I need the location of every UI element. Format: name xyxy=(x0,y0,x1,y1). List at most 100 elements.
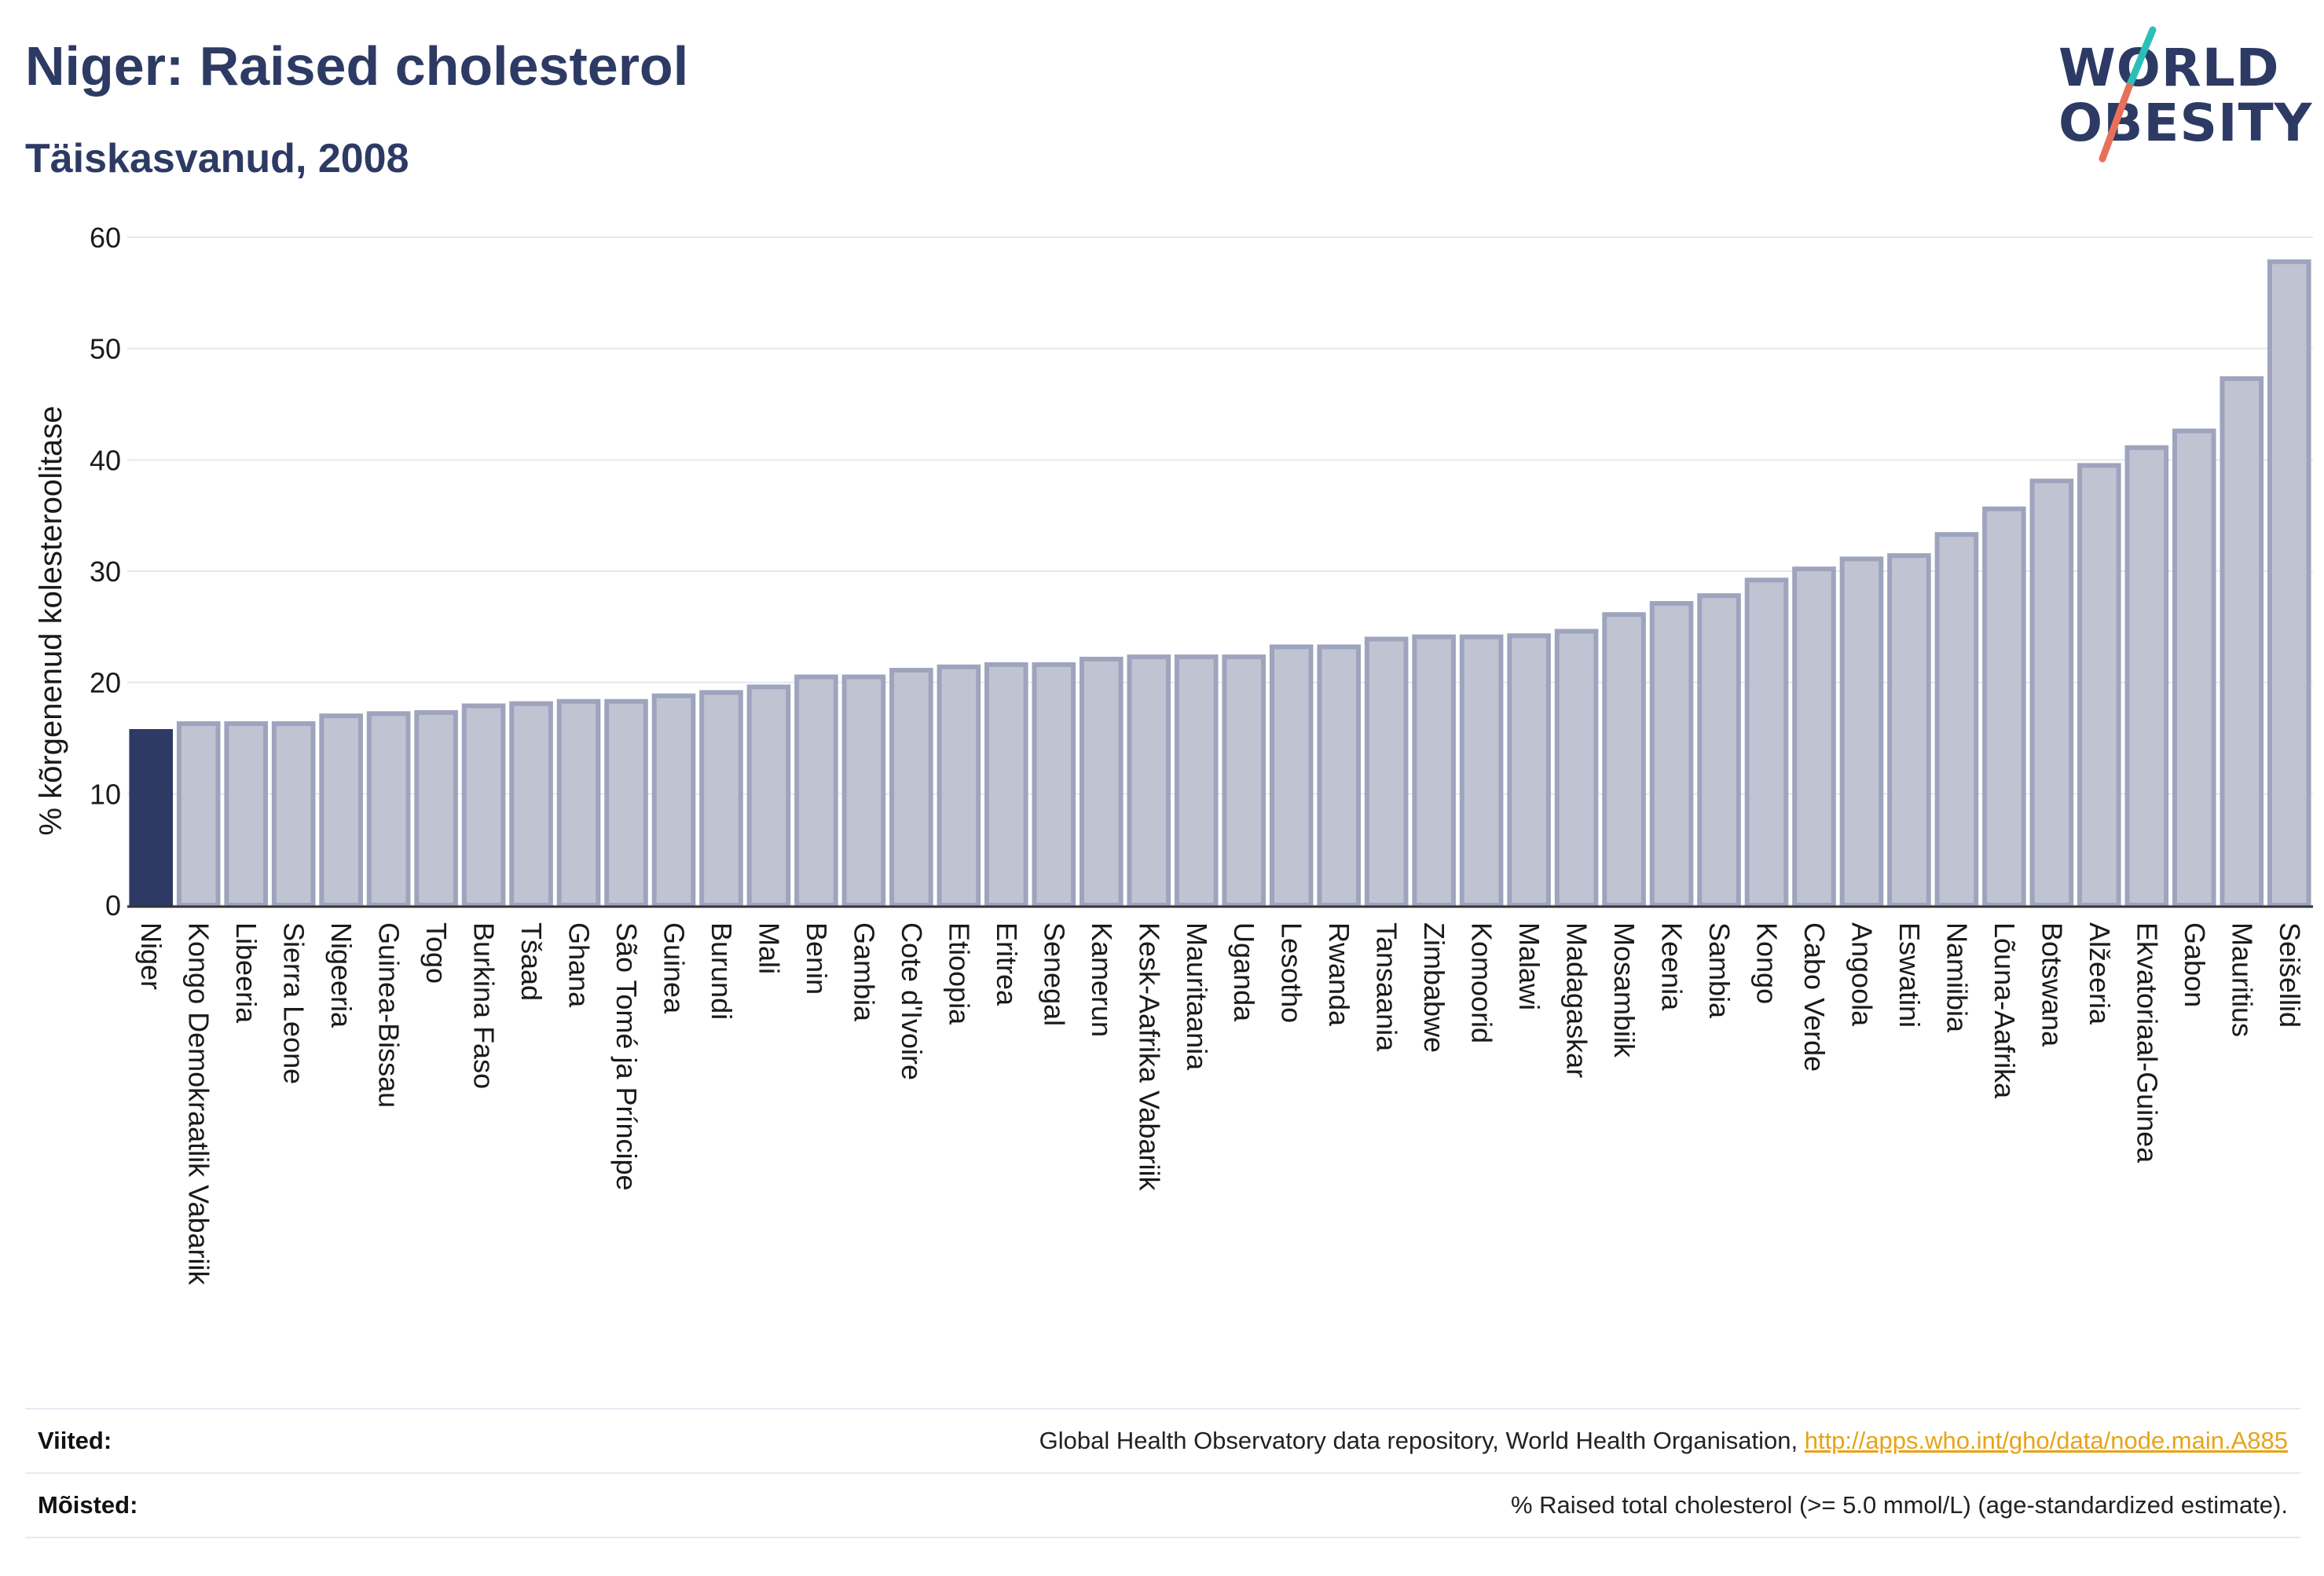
x-tick-label: Benin xyxy=(801,922,833,995)
x-tick-label: Mauritius xyxy=(2226,922,2258,1037)
bar xyxy=(224,721,268,907)
footer-sources-row: Viited: Global Health Observatory data r… xyxy=(25,1408,2300,1472)
bar xyxy=(1032,662,1076,907)
x-tick-label: Kamerun xyxy=(1086,922,1118,1037)
sources-text: Global Health Observatory data repositor… xyxy=(1039,1427,1805,1454)
bar xyxy=(414,709,458,908)
bar xyxy=(1080,656,1124,908)
bar xyxy=(1697,593,1741,908)
x-tick-label: Namiibia xyxy=(1941,922,1973,1033)
x-tick-label: Cote d'Ivoire xyxy=(896,922,928,1080)
x-tick-label: Burkina Faso xyxy=(468,922,500,1089)
x-tick-label: Mali xyxy=(753,922,785,974)
x-tick-label: Libeeria xyxy=(230,922,262,1024)
x-tick-label: Kesk-Aafrika Vabariik xyxy=(1133,922,1165,1191)
bar xyxy=(319,713,363,908)
y-axis-label: % kõrgenenud kolesteroolitase xyxy=(34,405,68,835)
bar xyxy=(509,701,553,907)
bar xyxy=(604,698,648,907)
bar xyxy=(937,664,981,907)
sources-value: Global Health Observatory data repositor… xyxy=(1039,1427,2288,1455)
bar xyxy=(2267,259,2311,907)
bar xyxy=(176,721,221,907)
bar xyxy=(1649,601,1694,907)
bar xyxy=(2077,463,2121,907)
x-tick-label: Zimbabwe xyxy=(1418,922,1450,1053)
logo-slash-icon xyxy=(2099,26,2157,163)
y-tick-label: 40 xyxy=(90,444,121,476)
bar xyxy=(1602,612,1646,907)
bar xyxy=(1412,634,1456,907)
x-tick-label: Keenia xyxy=(1656,922,1688,1011)
x-tick-label: Uganda xyxy=(1228,922,1260,1022)
bar xyxy=(1269,644,1314,907)
x-tick-label: Burundi xyxy=(706,922,738,1020)
x-tick-label: São Tomé ja Príncipe xyxy=(610,922,643,1191)
x-tick-label: Gabon xyxy=(2179,922,2211,1007)
bar xyxy=(2124,445,2169,907)
bar xyxy=(556,698,601,907)
bar-highlighted xyxy=(129,729,174,907)
bar xyxy=(1839,556,1884,908)
y-tick-label: 10 xyxy=(90,778,121,810)
bar xyxy=(1982,506,2026,908)
x-tick-label: Rwanda xyxy=(1323,922,1355,1027)
x-tick-label: Togo xyxy=(420,922,453,984)
sources-label: Viited: xyxy=(38,1427,112,1454)
bar xyxy=(699,690,743,908)
bar xyxy=(2029,478,2074,907)
bar xyxy=(2220,376,2264,907)
chart-subtitle: Täiskasvanud, 2008 xyxy=(25,136,409,181)
x-tick-label: Kongo xyxy=(1751,922,1783,1004)
x-tick-label: Lõuna-Aafrika xyxy=(1989,922,2021,1099)
x-tick-label: Malawi xyxy=(1513,922,1545,1010)
definitions-label: Mõisted: xyxy=(38,1491,138,1519)
y-tick-label: 0 xyxy=(105,889,121,922)
bar xyxy=(1364,636,1409,908)
bar xyxy=(461,703,506,908)
bar xyxy=(1554,629,1599,907)
x-tick-label: Cabo Verde xyxy=(1798,922,1831,1072)
y-tick-label: 50 xyxy=(90,333,121,365)
x-tick-label: Mosambiik xyxy=(1608,922,1640,1058)
x-tick-label: Eswatini xyxy=(1893,922,1926,1028)
x-tick-label: Alžeeria xyxy=(2084,922,2116,1025)
bars xyxy=(129,259,2311,908)
y-tick-label: 60 xyxy=(90,222,121,254)
bar xyxy=(1934,532,1979,907)
bar xyxy=(2172,428,2216,907)
world-obesity-logo: WORLD OBESITY xyxy=(2051,24,2311,165)
x-tick-label: Eritrea xyxy=(991,922,1023,1006)
bar xyxy=(1317,644,1361,907)
bar xyxy=(651,693,696,908)
x-tick-label: Mauritaania xyxy=(1181,922,1213,1071)
bar xyxy=(794,674,838,907)
bar xyxy=(271,721,316,907)
x-tick-label: Lesotho xyxy=(1276,922,1308,1023)
bar xyxy=(1174,654,1219,907)
logo-text-world: WORLD xyxy=(2058,38,2280,98)
bar xyxy=(889,668,933,907)
x-tick-label: Etioopia xyxy=(943,922,975,1025)
bar xyxy=(1459,634,1504,907)
x-tick-label: Sambia xyxy=(1703,922,1736,1019)
x-tick-label: Tansaania xyxy=(1371,922,1403,1052)
bar-chart: 0 10 20 30 40 50 60 Niger Kongo Demokraatlik Vab… xyxy=(34,222,2313,1286)
bar xyxy=(366,711,411,907)
bar xyxy=(1507,633,1551,908)
definitions-value: % Raised total cholesterol (>= 5.0 mmol/… xyxy=(1510,1491,2288,1519)
bar xyxy=(1222,654,1266,907)
x-tick-label: Madagaskar xyxy=(1561,922,1593,1078)
axes: 0 10 20 30 40 50 60 Niger Kongo Demokraatlik Vab… xyxy=(90,222,2313,1286)
bar xyxy=(984,662,1028,907)
bar xyxy=(1887,553,1931,908)
x-tick-label: Niger xyxy=(135,922,167,990)
x-tick-label: Gambia xyxy=(848,922,880,1022)
x-tick-label: Guinea xyxy=(658,922,691,1014)
x-tick-label: Guinea-Bissau xyxy=(373,922,405,1108)
x-tick-label: Angoola xyxy=(1846,922,1878,1027)
chart-title: Niger: Raised cholesterol xyxy=(25,35,689,97)
x-tick-label: Nigeeria xyxy=(325,922,357,1028)
sources-link[interactable]: http://apps.who.int/gho/data/node.main.A… xyxy=(1804,1427,2288,1454)
x-tick-label: Ghana xyxy=(563,922,596,1008)
